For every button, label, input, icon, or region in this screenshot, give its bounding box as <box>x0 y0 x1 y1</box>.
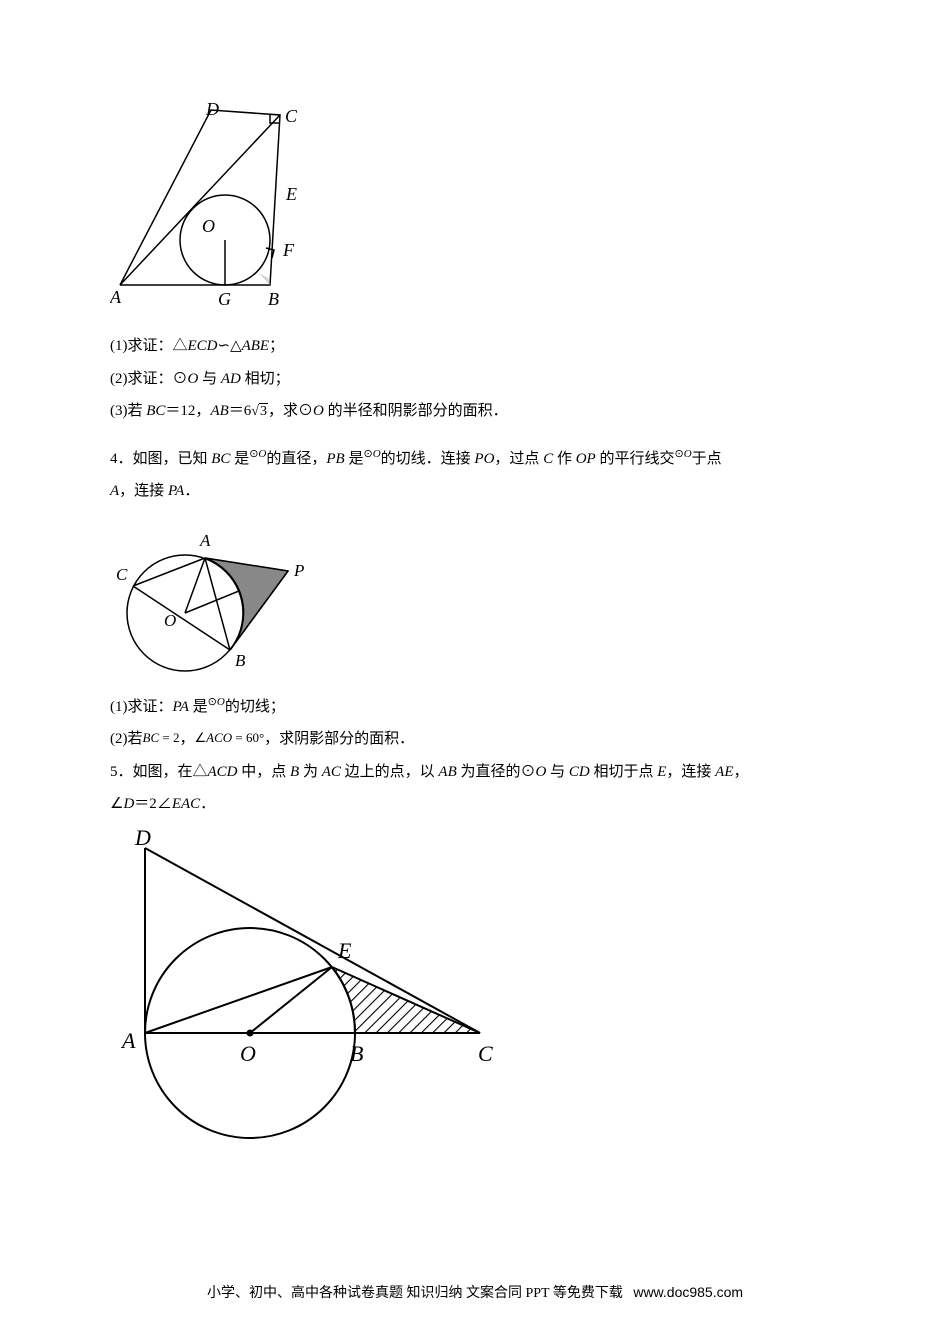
svg-text:B: B <box>235 651 246 670</box>
svg-text:B: B <box>268 289 279 309</box>
svg-text:A: A <box>199 531 211 550</box>
document-content: D C E O F A G B (1)求证：△ECD∽△ABE； (2)求证：⊙… <box>110 100 840 1153</box>
svg-text:C: C <box>116 565 128 584</box>
svg-text:O: O <box>240 1041 256 1066</box>
problem-4-stem: 4．如图，已知 BC 是⊙O的直径，PB 是⊙O的切线．连接 PO，过点 C 作… <box>110 444 840 474</box>
svg-text:O: O <box>202 216 215 236</box>
problem-4-stem-b: A，连接 PA． <box>110 477 840 506</box>
svg-text:F: F <box>282 240 295 260</box>
figure-2: A C P O B <box>110 518 310 688</box>
svg-text:D: D <box>205 100 219 119</box>
svg-text:A: A <box>120 1028 136 1053</box>
problem-5-stem-b: ∠D＝2∠EAC． <box>110 790 840 819</box>
svg-text:E: E <box>285 184 297 204</box>
figure-1: D C E O F A G B <box>110 100 310 310</box>
svg-text:E: E <box>337 938 352 963</box>
problem-4-part1: (1)求证：PA 是⊙O的切线； <box>110 692 840 722</box>
problem-1-part3: (3)若 BC＝12，AB＝63，求⊙O 的半径和阴影部分的面积． <box>110 397 840 426</box>
problem-1-part2: (2)求证：⊙O 与 AD 相切； <box>110 365 840 394</box>
svg-text:C: C <box>285 106 298 126</box>
svg-text:C: C <box>478 1041 493 1066</box>
problem-4-part2: (2)若BC = 2，∠ACO = 60°，求阴影部分的面积． <box>110 725 840 754</box>
svg-text:A: A <box>110 287 122 307</box>
svg-text:B: B <box>350 1041 363 1066</box>
svg-text:O: O <box>164 611 176 630</box>
svg-text:P: P <box>293 561 304 580</box>
figure-3: D E A O B C <box>110 823 530 1153</box>
svg-text:D: D <box>134 825 151 850</box>
problem-1-part1: (1)求证：△ECD∽△ABE； <box>110 332 840 361</box>
svg-text:G: G <box>218 289 231 309</box>
problem-5-stem: 5．如图，在△ACD 中，点 B 为 AC 边上的点，以 AB 为直径的⊙O 与… <box>110 758 840 787</box>
page-footer: 小学、初中、高中各种试卷真题 知识归纳 文案合同 PPT 等免费下载 www.d… <box>0 1282 950 1302</box>
